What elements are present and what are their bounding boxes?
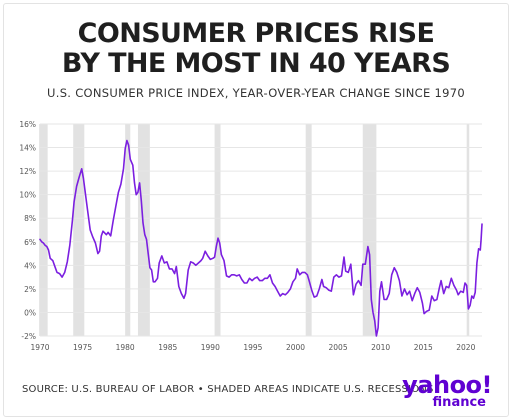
- x-tick-label: 2015: [414, 343, 433, 352]
- x-tick-label: 1995: [243, 343, 262, 352]
- x-tick-label: 2000: [286, 343, 305, 352]
- logo-wordmark: yahoo!: [402, 371, 492, 399]
- y-tick-label: 0%: [24, 308, 36, 317]
- recession-band: [466, 124, 470, 336]
- x-tick-label: 1985: [158, 343, 177, 352]
- chart-title-line-1: CONSUMER PRICES RISE: [77, 18, 435, 49]
- x-tick-label: 2010: [371, 343, 390, 352]
- x-tick-label: 1970: [30, 343, 49, 352]
- y-tick-label: 12%: [19, 167, 36, 176]
- recession-band: [362, 124, 377, 336]
- recession-band: [125, 124, 131, 336]
- y-tick-label: 8%: [24, 214, 36, 223]
- yahoo-finance-logo[interactable]: yahoo! finance: [402, 373, 492, 409]
- y-tick-label: 14%: [19, 144, 36, 153]
- recession-band: [214, 124, 221, 336]
- y-tick-label: 10%: [19, 191, 36, 200]
- recession-band: [305, 124, 312, 336]
- y-tick-label: -2%: [21, 332, 36, 341]
- recession-band: [39, 124, 48, 336]
- logo-subtext: finance: [432, 395, 486, 410]
- x-tick-label: 1980: [116, 343, 135, 352]
- source-note: SOURCE: U.S. BUREAU OF LABOR • SHADED AR…: [22, 384, 434, 395]
- y-tick-label: 16%: [19, 120, 36, 129]
- x-tick-label: 1975: [73, 343, 92, 352]
- y-tick-label: 4%: [24, 261, 36, 270]
- y-tick-label: 6%: [24, 238, 36, 247]
- y-tick-label: 2%: [24, 285, 36, 294]
- cpi-series-line: [39, 139, 483, 337]
- chart-subtitle: U.S. CONSUMER PRICE INDEX, YEAR-OVER-YEA…: [47, 86, 465, 100]
- chart-title-line-2: BY THE MOST IN 40 YEARS: [61, 48, 451, 79]
- recession-band: [73, 124, 85, 336]
- x-tick-label: 2005: [329, 343, 348, 352]
- x-tick-label: 1990: [201, 343, 220, 352]
- x-tick-label: 2020: [456, 343, 475, 352]
